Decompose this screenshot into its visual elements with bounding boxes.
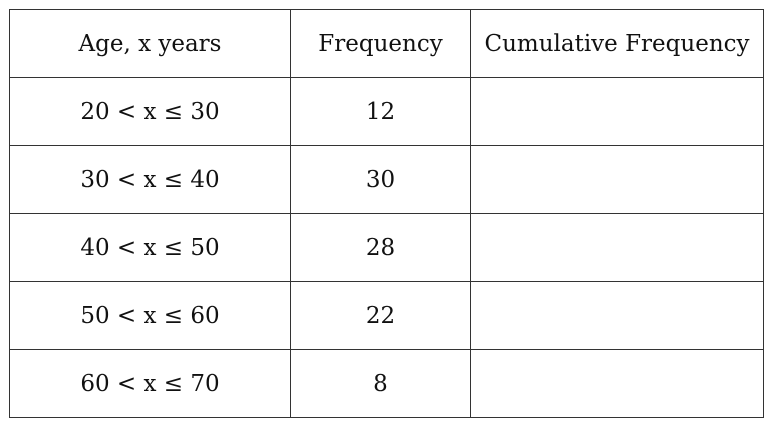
empty-cell [470, 281, 764, 350]
table-row: 50 < x ≤ 60 22 [9, 281, 764, 350]
table-cell: 40 < x ≤ 50 [9, 213, 291, 282]
table-cell: 28 [290, 213, 471, 282]
frequency-table: Age, x years Frequency Cumulative Frequenc… [9, 9, 764, 418]
header-cell: Cumulative Frequency [470, 9, 764, 78]
empty-cell [470, 213, 764, 282]
table-cell: 20 < x ≤ 30 [9, 77, 291, 146]
table-cell: 30 < x ≤ 40 [9, 145, 291, 214]
table-body: 20 < x ≤ 30 12 30 < x ≤ 40 30 40 < x ≤ 50 28 5… [9, 77, 764, 418]
header-cell: Age, x years [9, 9, 291, 78]
table-container: Age, x years Frequency Cumulative Frequenc… [9, 9, 764, 418]
table-row: 30 < x ≤ 40 30 [9, 145, 764, 214]
table-row: 60 < x ≤ 70 8 [9, 349, 764, 418]
table-cell: 30 [290, 145, 471, 214]
table-row: 20 < x ≤ 30 12 [9, 77, 764, 146]
table-row: 40 < x ≤ 50 28 [9, 213, 764, 282]
table-cell: 22 [290, 281, 471, 350]
table-cell: 50 < x ≤ 60 [9, 281, 291, 350]
empty-cell [470, 349, 764, 418]
empty-cell [470, 77, 764, 146]
table-cell: 60 < x ≤ 70 [9, 349, 291, 418]
table-cell: 12 [290, 77, 471, 146]
table-cell: 8 [290, 349, 471, 418]
header-cell: Frequency [290, 9, 471, 78]
empty-cell [470, 145, 764, 214]
header-row: Age, x years Frequency Cumulative Frequenc… [9, 9, 764, 78]
